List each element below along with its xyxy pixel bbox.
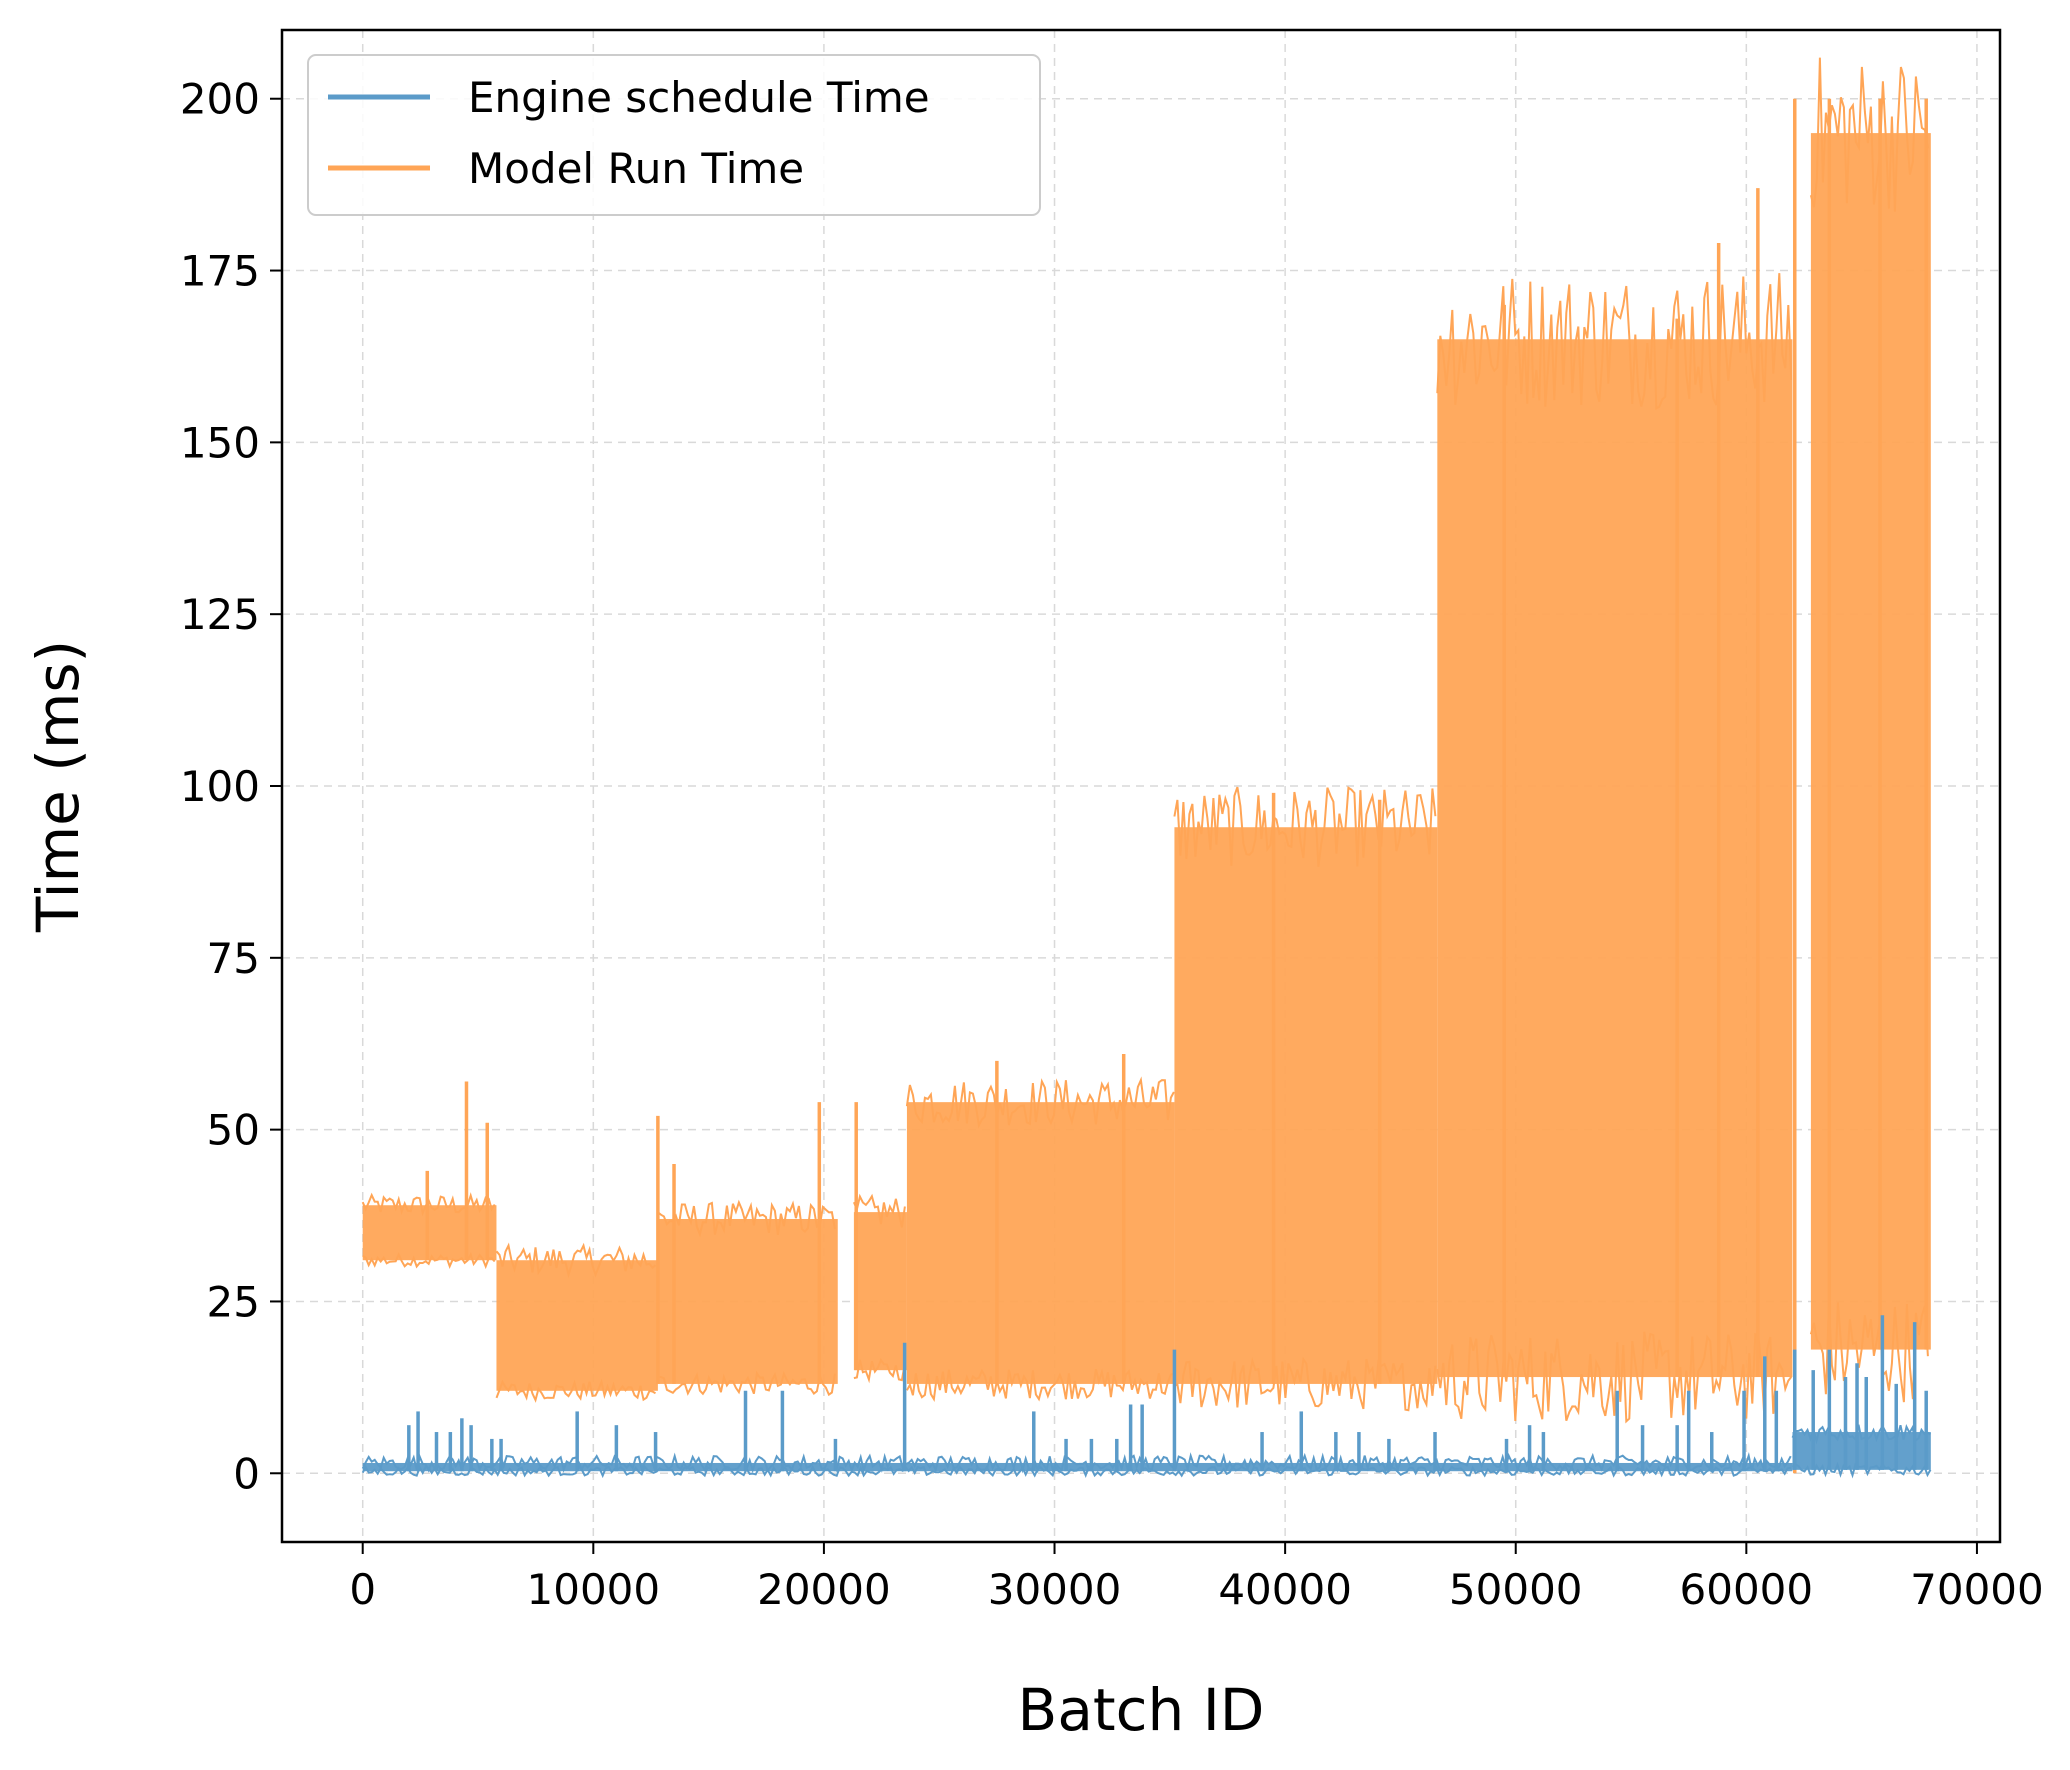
series-edge-top xyxy=(495,1242,657,1279)
series-edge-top xyxy=(1791,1424,1932,1445)
y-tick-label: 125 xyxy=(180,590,260,639)
legend-label-engine-schedule: Engine schedule Time xyxy=(468,73,930,122)
series-band xyxy=(362,1462,1793,1472)
series-edge-top xyxy=(1436,273,1793,410)
series-edge-bottom xyxy=(657,1370,836,1397)
y-tick-label: 25 xyxy=(207,1277,260,1326)
series-edge-bottom xyxy=(362,1251,496,1270)
series-edge-top xyxy=(657,1199,836,1238)
legend-label-model-run: Model Run Time xyxy=(468,144,804,193)
series-edge-top xyxy=(1173,786,1437,867)
y-tick-label: 0 xyxy=(233,1449,260,1498)
axis-ticks: 0 10000 20000 30000 40000 50000 60000 70000 0 25 5… xyxy=(180,75,2044,1614)
series-band xyxy=(496,1260,658,1391)
y-tick-label: 175 xyxy=(180,247,260,296)
y-tick-label: 50 xyxy=(207,1106,260,1155)
series-edge-bottom xyxy=(495,1378,657,1403)
x-tick-label: 20000 xyxy=(757,1565,891,1614)
series-band xyxy=(362,1205,497,1261)
series-edge-bottom xyxy=(853,1358,906,1384)
series-band xyxy=(657,1218,838,1384)
x-tick-label: 40000 xyxy=(1218,1565,1352,1614)
x-tick-label: 0 xyxy=(349,1565,376,1614)
series-edge-top xyxy=(852,1193,906,1228)
legend-box xyxy=(307,54,1041,216)
series-model-run-time xyxy=(361,57,1931,1474)
y-tick-label: 200 xyxy=(180,75,260,124)
y-tick-label: 150 xyxy=(180,418,260,467)
series-edge-top xyxy=(361,1451,1792,1474)
series-edge-bottom xyxy=(906,1368,1175,1403)
x-tick-label: 50000 xyxy=(1449,1565,1583,1614)
y-axis-label: Time (ms) xyxy=(24,640,92,933)
x-tick-label: 60000 xyxy=(1680,1565,1814,1614)
series-band xyxy=(1174,827,1438,1384)
x-tick-label: 30000 xyxy=(988,1565,1122,1614)
x-tick-label: 10000 xyxy=(527,1565,661,1614)
series-layer xyxy=(361,57,1932,1479)
series-edge-bottom xyxy=(1791,1461,1932,1479)
series-edge-bottom xyxy=(1436,1331,1793,1424)
series-edge-bottom xyxy=(361,1464,1791,1479)
series-edge-top xyxy=(905,1076,1175,1129)
y-tick-label: 100 xyxy=(180,762,260,811)
series-band xyxy=(906,1102,1175,1384)
x-axis-label: Batch ID xyxy=(1018,1676,1265,1744)
legend: Engine schedule Time Model Run Time xyxy=(307,54,1041,216)
series-band xyxy=(853,1212,907,1371)
x-tick-label: 70000 xyxy=(1910,1565,2044,1614)
series-engine-schedule-time xyxy=(361,1315,1932,1479)
series-band xyxy=(1437,339,1793,1378)
series-edge-bottom xyxy=(1173,1356,1437,1412)
y-tick-label: 75 xyxy=(207,934,260,983)
